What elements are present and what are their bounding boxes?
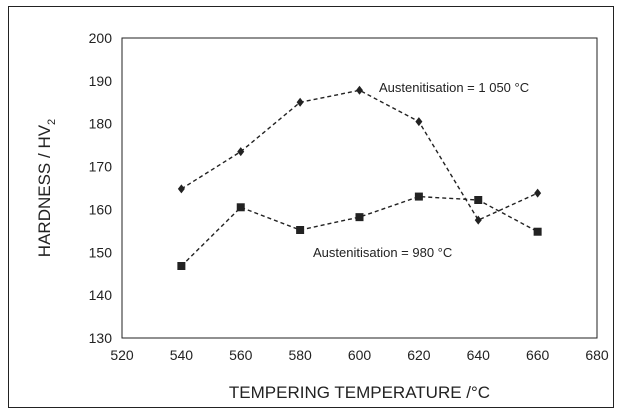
series-label-1050: Austenitisation = 1 050 °C <box>379 80 529 95</box>
x-tick-label: 580 <box>288 347 312 363</box>
data-point-0 <box>177 184 185 194</box>
x-tick-label: 640 <box>467 347 491 363</box>
plot-area <box>121 37 598 339</box>
x-tick-label: 660 <box>526 347 550 363</box>
x-axis-title: TEMPERING TEMPERATURE /°C <box>229 383 490 402</box>
y-tick-label: 140 <box>89 287 113 303</box>
series-line-0 <box>181 89 538 221</box>
y-tick-label: 160 <box>89 201 113 217</box>
x-tick-label: 520 <box>110 347 134 363</box>
x-tick-label: 540 <box>170 347 194 363</box>
y-tick-label: 200 <box>89 30 113 46</box>
data-point-1 <box>414 192 423 201</box>
y-axis-title-subscript: 2 <box>46 119 58 125</box>
data-point-1 <box>533 227 542 236</box>
data-point-0 <box>534 188 542 198</box>
x-tick-label: 620 <box>407 347 431 363</box>
data-point-1 <box>296 226 305 234</box>
y-tick-label: 170 <box>89 159 113 175</box>
series-layer <box>177 85 542 270</box>
data-point-1 <box>236 203 245 212</box>
data-point-1 <box>355 213 364 222</box>
data-point-1 <box>177 262 186 270</box>
x-tick-label: 680 <box>585 347 609 363</box>
y-axis-title-text: HARDNESS / HV <box>35 124 54 257</box>
x-tick-label: 600 <box>348 347 372 363</box>
data-point-0 <box>237 147 245 157</box>
data-point-1 <box>474 196 483 204</box>
data-point-0 <box>356 85 363 95</box>
y-axis-ticks: 130 140 150 160 170 180 190 200 <box>89 30 113 346</box>
x-tick-label: 560 <box>229 347 253 363</box>
data-point-0 <box>474 215 482 225</box>
series-label-980: Austenitisation = 980 °C <box>313 245 452 260</box>
y-tick-label: 180 <box>89 116 113 132</box>
chart-frame <box>8 6 614 408</box>
x-axis-ticks: 520 540 560 580 600 620 640 660 680 <box>110 347 609 363</box>
data-point-0 <box>296 97 304 107</box>
y-tick-label: 130 <box>89 330 113 346</box>
data-point-0 <box>415 117 423 127</box>
y-axis-title: HARDNESS / HV2 <box>35 119 58 257</box>
y-tick-label: 150 <box>89 244 113 260</box>
y-tick-label: 190 <box>89 73 113 89</box>
